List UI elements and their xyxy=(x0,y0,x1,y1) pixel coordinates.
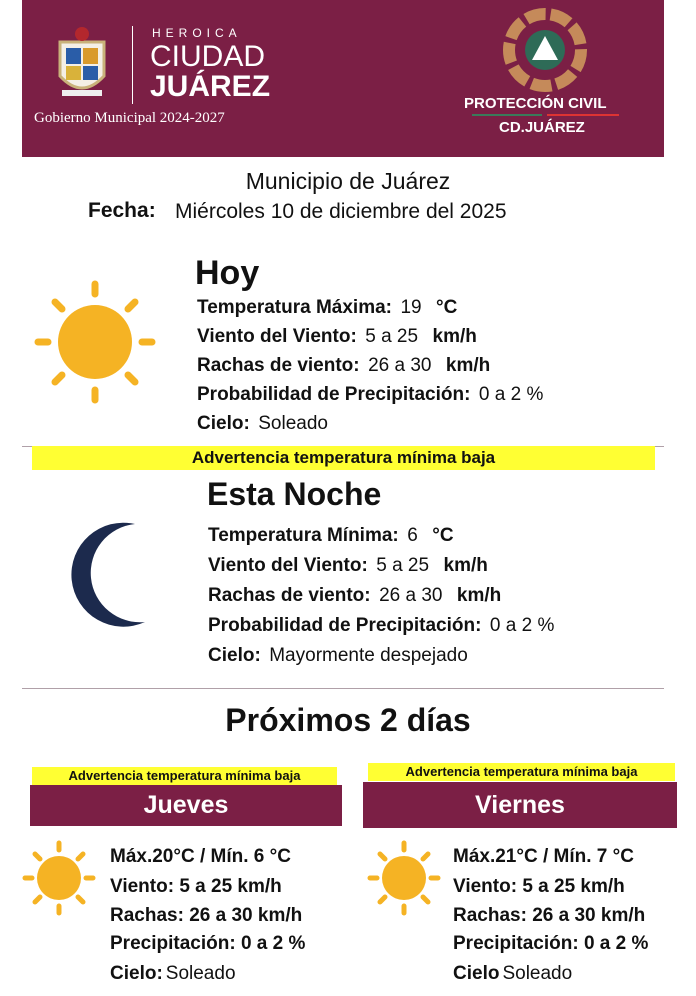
noche-title: Esta Noche xyxy=(207,476,382,512)
row-value: 5 a 25 xyxy=(365,326,419,347)
row-label: Cielo: xyxy=(197,413,250,434)
row-unit: °C xyxy=(432,525,454,546)
hoy-title: Hoy xyxy=(195,254,260,292)
day-name: Viernes xyxy=(363,782,677,828)
row-label: Viento del Viento: xyxy=(208,555,368,576)
day-precip: Precipitación: 0 a 2 % xyxy=(110,933,306,954)
day-wind: Viento: 5 a 25 km/h xyxy=(453,876,625,897)
moon-icon xyxy=(71,522,145,627)
row-value: 5 a 25 xyxy=(376,555,430,576)
hoy-row: Probabilidad de Precipitación: 0 a 2 % xyxy=(197,384,553,406)
day-sky: Cielo Soleado xyxy=(453,963,573,984)
noche-row: Probabilidad de Precipitación: 0 a 2 % xyxy=(208,615,564,637)
row-value: 6 xyxy=(407,525,418,546)
day-temp: Máx.20°C / Mín. 6 °C xyxy=(110,846,291,867)
row-value: 26 a 30 xyxy=(379,585,443,606)
row-unit: km/h xyxy=(445,355,491,376)
juarez-text: JUÁREZ xyxy=(150,70,271,103)
hoy-row: Rachas de viento: 26 a 30 km/h xyxy=(197,355,490,377)
proximos-title: Próximos 2 días xyxy=(225,702,471,738)
day-wind: Viento: 5 a 25 km/h xyxy=(110,876,282,897)
day-temp: Máx.21°C / Mín. 7 °C xyxy=(453,846,634,867)
day-warning: Advertencia temperatura mínima baja xyxy=(32,767,337,785)
pc-sub: CD.JUÁREZ xyxy=(499,119,585,136)
fecha-label: Fecha: xyxy=(88,199,156,222)
row-unit: km/h xyxy=(443,555,488,576)
sun-icon xyxy=(22,840,96,916)
row-label: Rachas de viento: xyxy=(197,355,360,376)
heroica-text: HEROICA xyxy=(152,26,242,40)
header-banner: HEROICA CIUDAD JUÁREZ Gobierno Municipal… xyxy=(22,0,664,157)
day-gusts: Rachas: 26 a 30 km/h xyxy=(110,905,303,926)
row-value: 0 a 2 % xyxy=(489,615,555,636)
noche-row: Rachas de viento: 26 a 30 km/h xyxy=(208,585,501,607)
row-unit: km/h xyxy=(432,326,477,347)
ciudad-text: CIUDAD xyxy=(150,40,266,73)
pc-title: PROTECCIÓN CIVIL xyxy=(464,95,607,112)
fecha-value: Miércoles 10 de diciembre del 2025 xyxy=(175,200,507,223)
day-warning: Advertencia temperatura mínima baja xyxy=(368,763,675,781)
coat-of-arms-logo xyxy=(58,27,106,96)
row-label: Probabilidad de Precipitación: xyxy=(197,384,471,405)
row-label: Temperatura Máxima: xyxy=(197,297,392,318)
warning-banner: Advertencia temperatura mínima baja xyxy=(32,446,655,470)
day-precip: Precipitación: 0 a 2 % xyxy=(453,933,649,954)
row-label: Rachas de viento: xyxy=(208,585,371,606)
hoy-row: Temperatura Máxima: 19 °C xyxy=(197,297,457,319)
row-value: 0 a 2 % xyxy=(478,384,544,405)
hoy-row: Viento del Viento: 5 a 25 km/h xyxy=(197,326,477,348)
noche-row: Viento del Viento: 5 a 25 km/h xyxy=(208,555,488,577)
row-label: Temperatura Mínima: xyxy=(208,525,399,546)
row-label: Probabilidad de Precipitación: xyxy=(208,615,482,636)
row-value: Mayormente despejado xyxy=(269,645,468,666)
row-unit: km/h xyxy=(456,585,502,606)
hoy-row: Cielo: Soleado xyxy=(197,413,338,435)
proteccion-civil-logo xyxy=(503,8,587,92)
day-name: Jueves xyxy=(30,785,342,826)
row-value: 19 xyxy=(400,297,422,318)
gobierno-text: Gobierno Municipal 2024-2027 xyxy=(34,110,225,126)
noche-row: Cielo: Mayormente despejado xyxy=(208,645,478,667)
noche-row: Temperatura Mínima: 6 °C xyxy=(208,525,454,547)
row-value: Soleado xyxy=(258,413,328,434)
row-value: 26 a 30 xyxy=(368,355,432,376)
sun-icon xyxy=(34,280,156,404)
day-gusts: Rachas: 26 a 30 km/h xyxy=(453,905,646,926)
row-unit: °C xyxy=(436,297,458,318)
municipio-title: Municipio de Juárez xyxy=(245,168,451,194)
row-label: Cielo: xyxy=(208,645,261,666)
day-sky: Cielo: Soleado xyxy=(110,963,236,984)
sun-icon xyxy=(367,840,441,916)
row-label: Viento del Viento: xyxy=(197,326,357,347)
